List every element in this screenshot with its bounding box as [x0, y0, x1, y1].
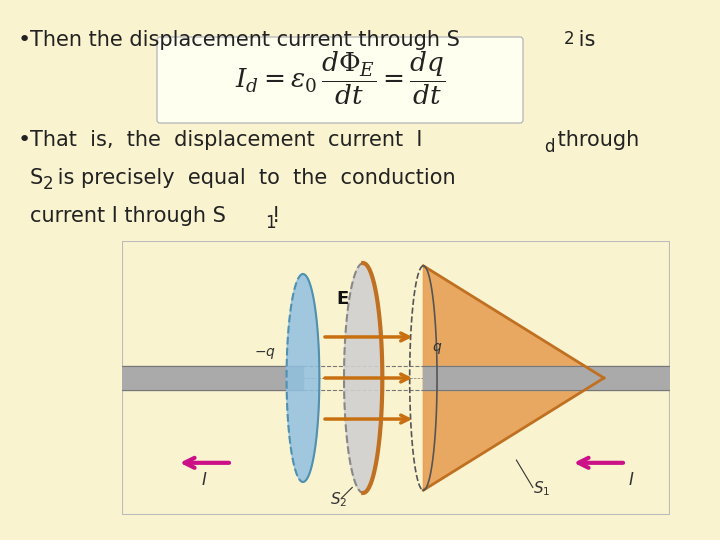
Text: is precisely  equal  to  the  conduction: is precisely equal to the conduction [51, 168, 456, 188]
Text: d: d [544, 138, 554, 156]
Text: 2: 2 [564, 30, 575, 48]
Text: $-q$: $-q$ [253, 346, 276, 361]
Text: •: • [18, 30, 31, 50]
Text: $I_d = \epsilon_0 \,\dfrac{d\Phi_E}{dt} = \dfrac{dq}{dt}$: $I_d = \epsilon_0 \,\dfrac{d\Phi_E}{dt} … [235, 49, 445, 106]
Text: 2: 2 [43, 175, 53, 193]
FancyArrowPatch shape [579, 458, 623, 468]
Text: $I$: $I$ [628, 471, 634, 489]
FancyArrowPatch shape [184, 458, 229, 468]
Text: That  is,  the  displacement  current  I: That is, the displacement current I [30, 130, 423, 150]
FancyArrowPatch shape [325, 333, 408, 341]
FancyBboxPatch shape [157, 37, 523, 123]
Text: $q$: $q$ [431, 341, 442, 356]
Text: $S_2$: $S_2$ [330, 490, 348, 509]
Polygon shape [287, 274, 320, 482]
Text: $\mathbf{E}$: $\mathbf{E}$ [336, 290, 348, 308]
Bar [423, 366, 670, 390]
Bar [122, 366, 303, 390]
Polygon shape [344, 263, 382, 493]
FancyArrowPatch shape [325, 374, 408, 382]
Text: 1: 1 [265, 214, 276, 232]
Text: !: ! [272, 206, 280, 226]
Text: •: • [18, 130, 31, 150]
Text: is: is [572, 30, 595, 50]
Text: current I through S: current I through S [30, 206, 226, 226]
Text: S: S [30, 168, 43, 188]
FancyArrowPatch shape [325, 415, 408, 423]
Text: through: through [551, 130, 639, 150]
Text: Then the displacement current through S: Then the displacement current through S [30, 30, 460, 50]
Polygon shape [423, 266, 604, 490]
Text: $I$: $I$ [202, 471, 207, 489]
Text: $S_1$: $S_1$ [533, 479, 550, 498]
